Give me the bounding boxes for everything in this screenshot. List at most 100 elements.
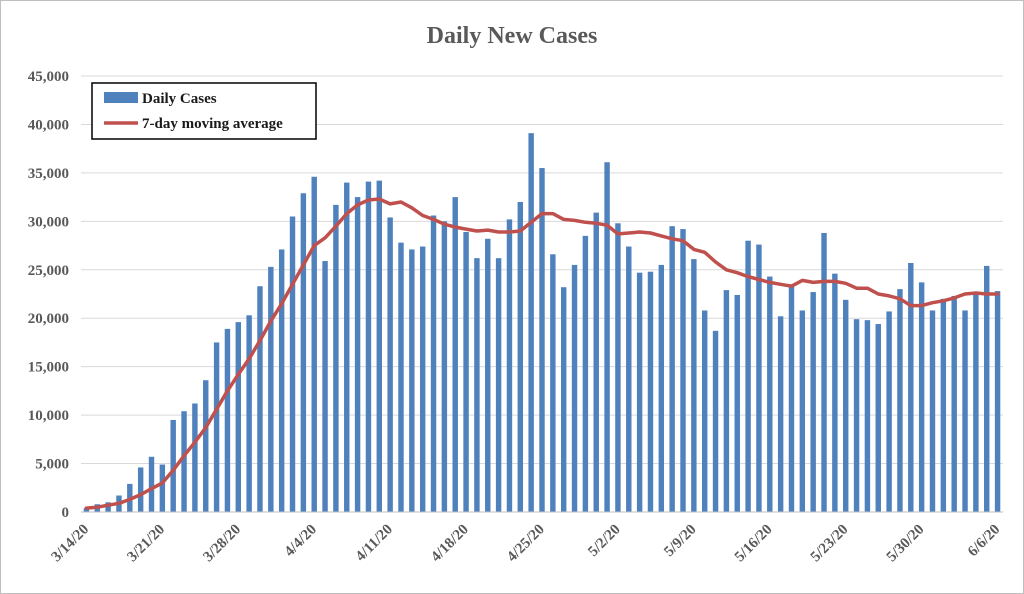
bar [929,310,936,512]
x-tick-label: 3/21/20 [124,522,168,566]
bar [300,193,307,513]
bar [582,235,589,512]
legend-swatch-daily-cases [104,92,138,103]
bar [994,291,1001,512]
x-tick-label: 3/28/20 [200,522,244,566]
bar [344,182,350,513]
bar [626,246,632,512]
bar [658,264,665,512]
legend: Daily Cases 7-day moving average [91,82,317,140]
bar [463,231,469,513]
y-tick-label: 5,000 [35,457,69,473]
y-tick-label: 20,000 [28,311,69,327]
bar [203,380,209,512]
x-tick-label: 4/11/20 [353,522,396,565]
bar [571,264,578,512]
y-tick-label: 10,000 [28,408,69,424]
bar [723,290,730,512]
bar [311,176,317,512]
y-tick-label: 15,000 [28,360,69,376]
bar [354,197,361,512]
bar [756,244,762,512]
bar [669,226,675,512]
bar [137,467,144,512]
bar [517,201,524,512]
bar [918,282,925,512]
bar [767,276,773,512]
bar [560,287,567,512]
bar [984,265,990,512]
y-tick-label: 40,000 [28,117,69,133]
bar [83,508,90,512]
bar [452,197,458,512]
y-tick-label: 25,000 [28,263,69,279]
bar [235,322,241,512]
bar-series-daily-cases [83,133,1001,513]
bar [951,295,957,512]
bar [224,328,231,512]
x-tick-label: 4/4/20 [282,522,320,560]
bar [322,261,328,512]
x-axis-tick-labels: 3/14/20 3/21/20 3/28/20 4/4/20 4/11/20 4/18/2… [49,522,1004,566]
bar [701,310,708,512]
bar [278,249,285,513]
bar [398,242,404,512]
bar [875,324,881,512]
bar [734,294,740,512]
x-tick-label: 4/25/20 [504,522,548,566]
bar [821,232,827,512]
bar [419,246,426,512]
bar [799,310,806,512]
bar [289,216,296,512]
bar [365,181,372,512]
bar [864,320,871,512]
bar [159,464,166,512]
x-tick-label: 5/2/20 [585,522,623,560]
bar [647,271,654,512]
bar [550,254,556,512]
line-series-moving-average [84,197,1000,510]
x-tick-label: 5/16/20 [732,522,776,566]
bar [213,342,220,512]
x-tick-label: 3/14/20 [49,522,93,566]
bar [485,238,491,513]
bar [528,133,534,513]
bar [539,168,545,513]
bar [495,258,502,512]
x-tick-label: 5/30/20 [884,522,928,566]
x-tick-label: 6/6/20 [965,522,1003,560]
bar [170,419,176,512]
y-tick-label: 35,000 [28,166,69,182]
bar [940,298,947,512]
y-tick-label: 45,000 [28,69,69,85]
bar [897,289,903,512]
bar [810,292,816,512]
bar [908,262,914,512]
y-tick-label: 30,000 [28,214,69,230]
bar [680,229,686,512]
bar [430,215,437,512]
bar [636,272,643,512]
bar [788,284,795,512]
chart-title: Daily New Cases [427,23,598,49]
bar [192,403,198,512]
bar [832,273,838,512]
bar [148,456,155,512]
bar [615,223,621,512]
bar [246,315,252,512]
bar [257,286,263,512]
bar [333,204,339,512]
bar [712,330,719,512]
bar [387,217,393,513]
bar [853,319,860,512]
bar [745,240,751,512]
x-tick-label: 5/9/20 [661,522,699,560]
x-tick-label: 4/18/20 [428,522,472,566]
bar [843,299,849,512]
moving-average-line [84,197,1000,510]
legend-label-moving-average: 7-day moving average [142,116,283,132]
y-tick-label: 0 [62,505,70,521]
bar [593,212,599,512]
